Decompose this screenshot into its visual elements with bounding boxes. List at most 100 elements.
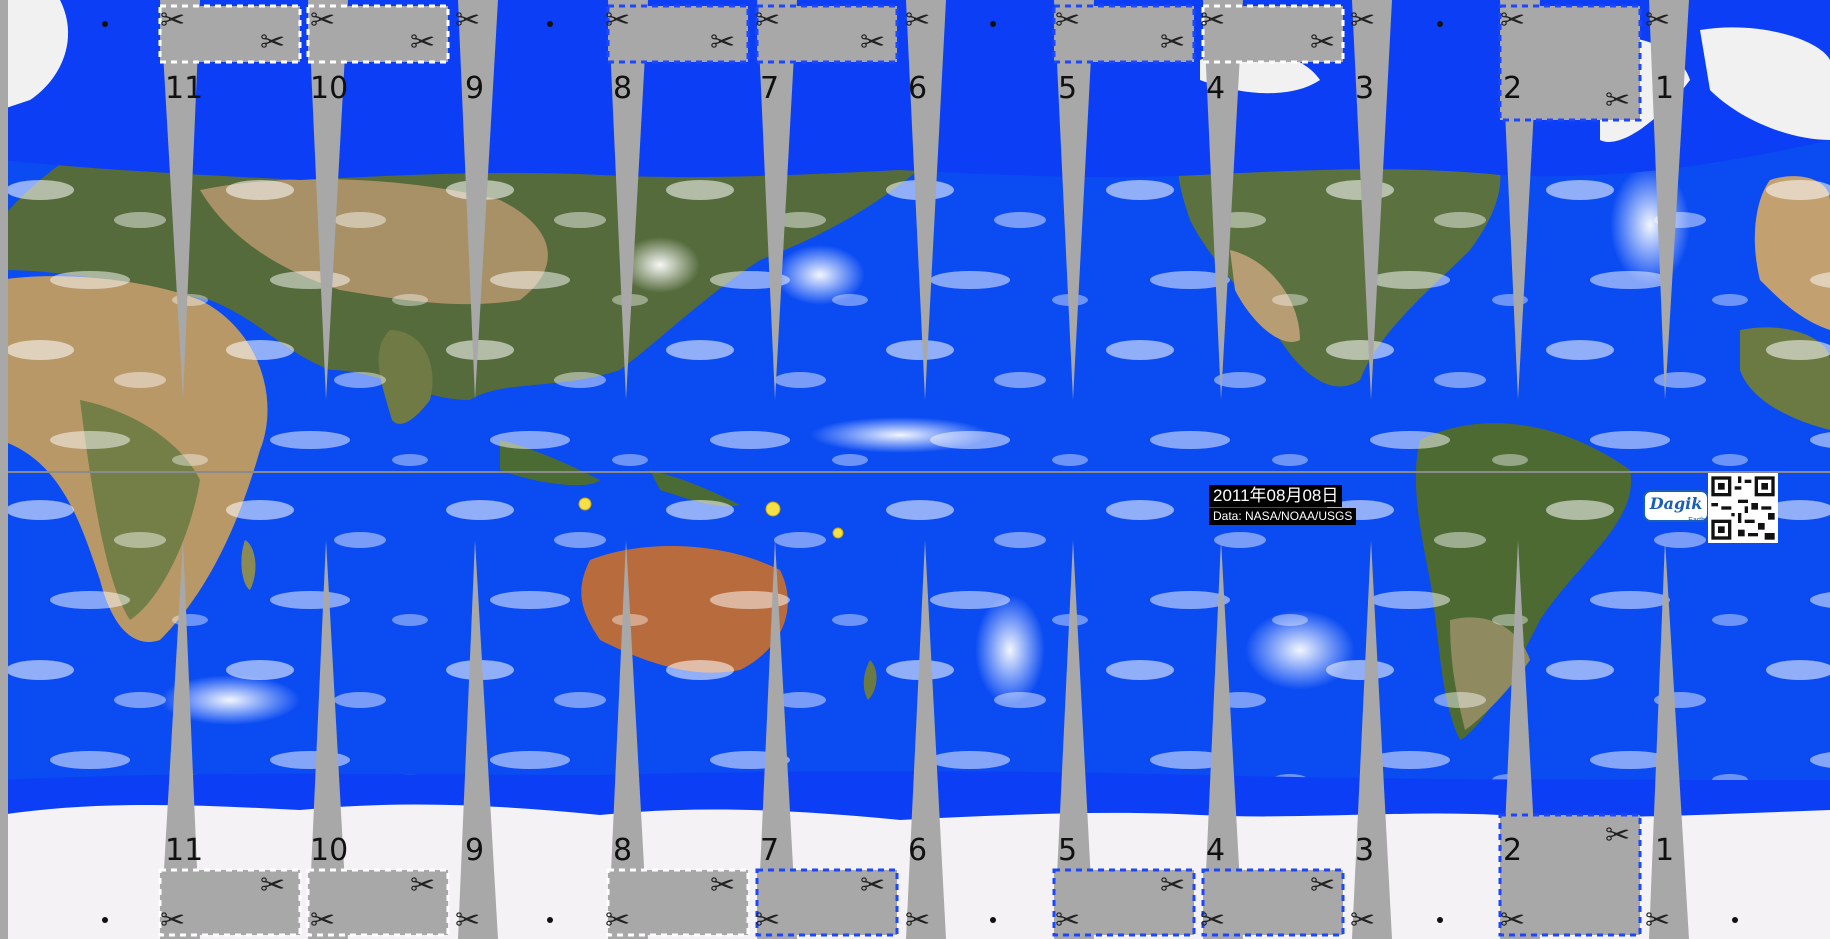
bottom-wedge-5 <box>1054 540 1094 939</box>
scissors-icon: ✂ <box>905 3 930 38</box>
bottom-gore-number-4: 4 <box>1206 833 1225 868</box>
pole-dot <box>1437 21 1443 27</box>
top-gore-number-4: 4 <box>1206 71 1225 106</box>
top-gore-number-2: 2 <box>1503 71 1522 106</box>
bottom-wedge-4 <box>1203 540 1243 939</box>
top-gore-number-8: 8 <box>613 71 632 106</box>
scissors-icon: ✂ <box>1500 3 1525 38</box>
bottom-gore-number-6: 6 <box>908 833 927 868</box>
scissors-icon: ✂ <box>455 3 480 38</box>
data-credit-label: Data: NASA/NOAA/USGS <box>1209 508 1357 525</box>
bottom-gore-number-3: 3 <box>1355 833 1374 868</box>
top-wedge-11 <box>160 0 200 400</box>
top-wedge-6 <box>906 0 946 400</box>
pole-dot <box>547 917 553 923</box>
bottom-wedge-1 <box>1649 540 1689 939</box>
bottom-tab-11 <box>158 868 302 937</box>
scissors-icon: ✂ <box>1200 3 1225 38</box>
top-wedge-10 <box>308 0 348 400</box>
bottom-wedge-10 <box>308 540 348 939</box>
scissors-icon: ✂ <box>1310 868 1335 903</box>
scissors-icon: ✂ <box>860 868 885 903</box>
bottom-tab-4 <box>1201 868 1345 937</box>
dagik-logo-icon: Dagik Earth <box>1643 490 1709 524</box>
top-gore-number-5: 5 <box>1058 71 1077 106</box>
top-gore-number-6: 6 <box>908 71 927 106</box>
top-wedge-8 <box>608 0 648 400</box>
top-tab-8 <box>606 4 750 64</box>
top-wedge-1 <box>1649 0 1689 400</box>
scissors-icon: ✂ <box>260 25 285 60</box>
scissors-icon: ✂ <box>410 868 435 903</box>
logo-subtext: Earth <box>1688 517 1705 524</box>
bottom-gore-number-2: 2 <box>1503 833 1522 868</box>
scissors-icon: ✂ <box>310 3 335 38</box>
bottom-tab-5 <box>1052 868 1196 937</box>
scissors-icon: ✂ <box>1350 903 1375 938</box>
top-tab-11 <box>158 4 302 64</box>
bottom-gore-number-5: 5 <box>1058 833 1077 868</box>
top-tab-5 <box>1052 4 1196 64</box>
scissors-icon: ✂ <box>1160 25 1185 60</box>
scissors-icon: ✂ <box>160 3 185 38</box>
pole-markers <box>102 21 1738 923</box>
scissors-icon: ✂ <box>260 868 285 903</box>
scissor-layer: ✂ ✂ ✂ ✂ ✂ ✂ ✂ ✂ ✂ ✂ ✂ ✂ ✂ ✂ ✂ ✂ ✂ ✂ ✂ ✂ ✂ ✂ ✂ ✂ ✂ ✂ ✂ ✂ ✂ ✂ ✂ ✂ ✂ ✂ ✂ ✂ <box>160 3 1670 938</box>
cloud-swirls <box>160 165 1690 725</box>
scissors-icon: ✂ <box>160 903 185 938</box>
scissors-icon: ✂ <box>410 25 435 60</box>
scissors-icon: ✂ <box>1200 903 1225 938</box>
scissors-icon: ✂ <box>1500 903 1525 938</box>
gore-cut-wedges <box>160 0 1689 939</box>
top-wedge-7 <box>757 0 797 400</box>
scissors-icon: ✂ <box>1055 903 1080 938</box>
scissors-icon: ✂ <box>1645 3 1670 38</box>
pole-dot <box>102 917 108 923</box>
scissors-icon: ✂ <box>755 903 780 938</box>
top-gore-number-7: 7 <box>760 71 779 106</box>
marker-dot <box>578 497 592 511</box>
bottom-gore-number-7: 7 <box>760 833 779 868</box>
qr-code-icon <box>1708 473 1778 543</box>
top-wedge-4 <box>1203 0 1243 400</box>
top-gore-number-10: 10 <box>310 71 348 106</box>
bottom-gore-number-9: 9 <box>465 833 484 868</box>
pole-dot <box>1437 917 1443 923</box>
marker-dot <box>765 501 781 517</box>
top-tab-4 <box>1201 4 1345 64</box>
bottom-wedge-11 <box>160 540 200 939</box>
top-gore-number-11: 11 <box>165 71 203 106</box>
glue-tabs <box>158 4 1642 937</box>
date-label: 2011年08月08日 <box>1209 485 1343 507</box>
scissors-icon: ✂ <box>1605 818 1630 853</box>
top-tab-2 <box>1498 4 1642 122</box>
logo-text: Dagik <box>1649 494 1703 513</box>
bottom-tab-2 <box>1498 813 1642 937</box>
bottom-wedge-8 <box>608 540 648 939</box>
scissors-icon: ✂ <box>710 868 735 903</box>
scissors-icon: ✂ <box>310 903 335 938</box>
bottom-gore-number-10: 10 <box>310 833 348 868</box>
top-gore-number-1: 1 <box>1655 71 1674 106</box>
scissors-icon: ✂ <box>755 3 780 38</box>
scissors-icon: ✂ <box>1310 25 1335 60</box>
bottom-wedge-9 <box>458 540 498 939</box>
top-wedge-9 <box>458 0 498 400</box>
bottom-tab-10 <box>306 868 450 937</box>
pole-dot <box>990 21 996 27</box>
bottom-gore-number-11: 11 <box>165 833 203 868</box>
left-margin <box>0 0 8 939</box>
scissors-icon: ✂ <box>605 903 630 938</box>
scissors-icon: ✂ <box>1055 3 1080 38</box>
pole-dot <box>547 21 553 27</box>
top-wedge-5 <box>1054 0 1094 400</box>
bottom-gore-number-1: 1 <box>1655 833 1674 868</box>
pole-dot <box>102 21 108 27</box>
bottom-tab-8 <box>606 868 750 937</box>
event-markers <box>578 497 844 539</box>
top-gore-number-9: 9 <box>465 71 484 106</box>
bottom-wedge-6 <box>906 540 946 939</box>
scissors-icon: ✂ <box>605 3 630 38</box>
